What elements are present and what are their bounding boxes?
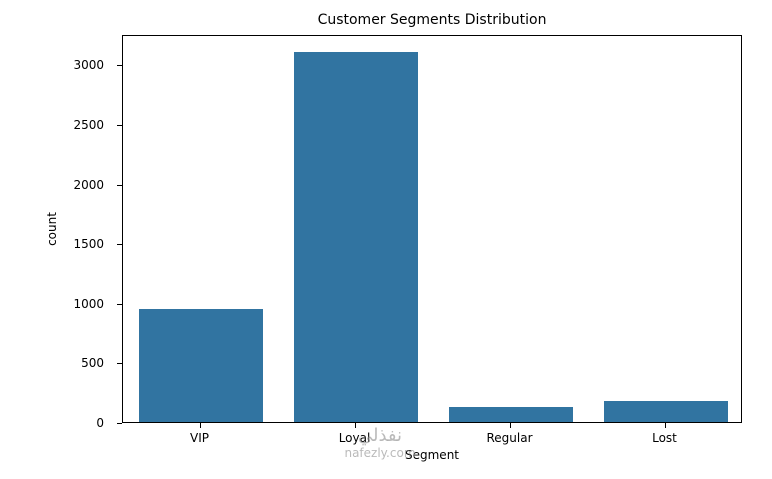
x-axis: VIP Loyal Regular Lost <box>122 423 742 453</box>
y-tick-mark <box>117 303 122 305</box>
x-tick-mark <box>199 423 201 428</box>
y-tick-mark <box>117 65 122 67</box>
y-tick-mark <box>117 423 122 424</box>
y-tick-label: 500 <box>81 356 104 371</box>
x-tick-label-regular: Regular <box>486 431 533 445</box>
bar-loyal <box>293 52 418 422</box>
y-tick-mark <box>117 244 122 246</box>
x-tick-mark <box>664 423 666 428</box>
bar-regular <box>448 406 573 422</box>
y-tick-label: 2000 <box>73 177 104 192</box>
y-axis: 0 500 1000 1500 2000 2500 3000 <box>0 35 122 430</box>
y-tick-label: 1500 <box>73 237 104 252</box>
y-tick-label: 3000 <box>73 58 104 73</box>
x-tick-label-loyal: Loyal <box>338 431 371 445</box>
bar-lost <box>603 401 728 422</box>
x-tick-label-lost: Lost <box>652 431 677 445</box>
y-tick-label: 2500 <box>73 118 104 132</box>
y-tick-mark <box>117 184 122 186</box>
chart-title: Customer Segments Distribution <box>317 12 547 28</box>
y-tick-mark <box>117 363 122 365</box>
bar-vip <box>138 308 263 422</box>
x-tick-mark <box>354 423 356 428</box>
y-tick-label: 1000 <box>73 296 104 311</box>
x-axis-label: Segment <box>405 448 459 462</box>
y-tick-label: 0 <box>96 416 104 430</box>
y-tick-mark <box>117 124 122 126</box>
x-tick-mark <box>509 423 511 428</box>
x-tick-label-vip: VIP <box>190 431 209 445</box>
plot-area <box>122 35 742 423</box>
